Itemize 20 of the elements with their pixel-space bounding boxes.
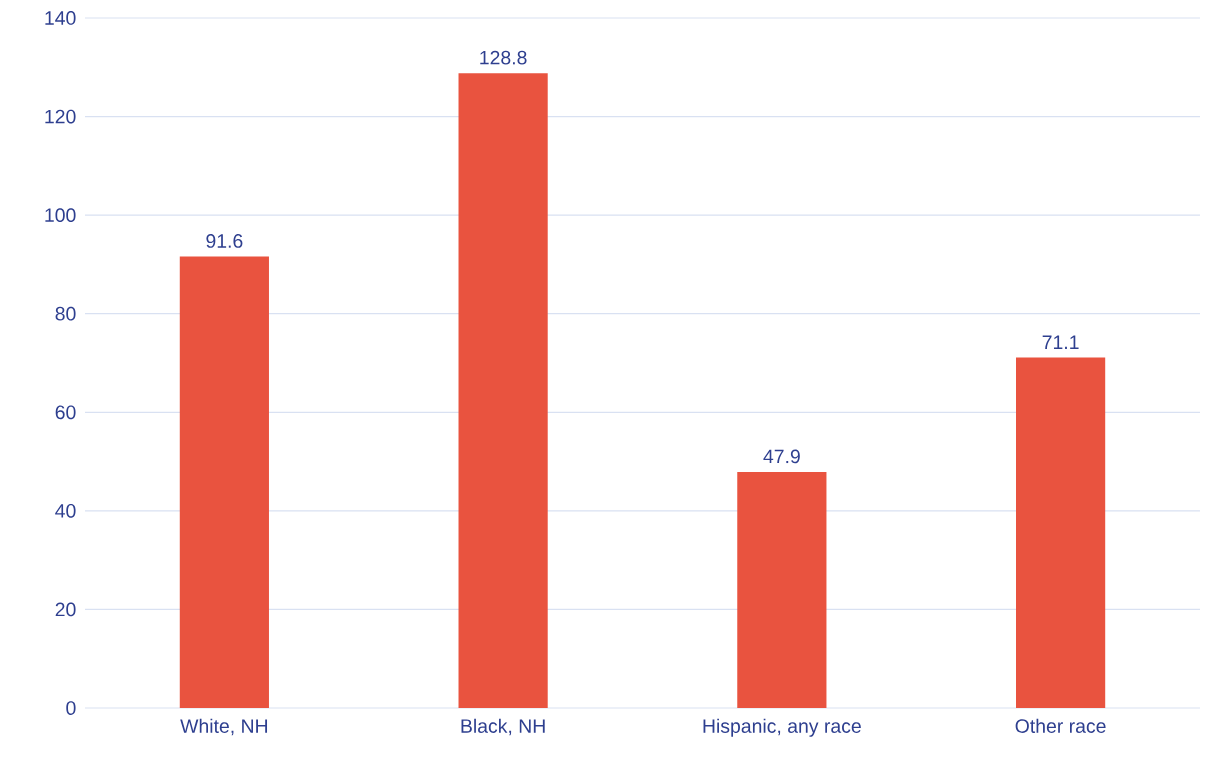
x-tick-label: Other race (1015, 718, 1106, 733)
y-tick-label: 40 (55, 503, 76, 518)
data-label: 128.8 (480, 50, 527, 65)
bar (737, 471, 827, 708)
y-tick-label: 60 (55, 405, 76, 420)
y-tick-label: 120 (45, 109, 76, 124)
data-label: 47.9 (763, 449, 800, 464)
y-tick-label: 100 (45, 208, 76, 223)
x-tick-label: Hispanic, any race (703, 718, 861, 737)
bar (1016, 357, 1106, 708)
data-label: 71.1 (1042, 335, 1079, 349)
y-tick-label: 140 (45, 11, 76, 25)
y-tick-label: 80 (55, 306, 76, 321)
x-tick-label: Black, NH (461, 718, 545, 736)
data-label: 91.6 (206, 234, 243, 248)
y-tick-label: 0 (66, 701, 76, 715)
bar (458, 73, 548, 708)
x-tick-label: White, NH (180, 718, 268, 736)
bar (179, 256, 269, 708)
y-tick-label: 20 (55, 602, 76, 617)
